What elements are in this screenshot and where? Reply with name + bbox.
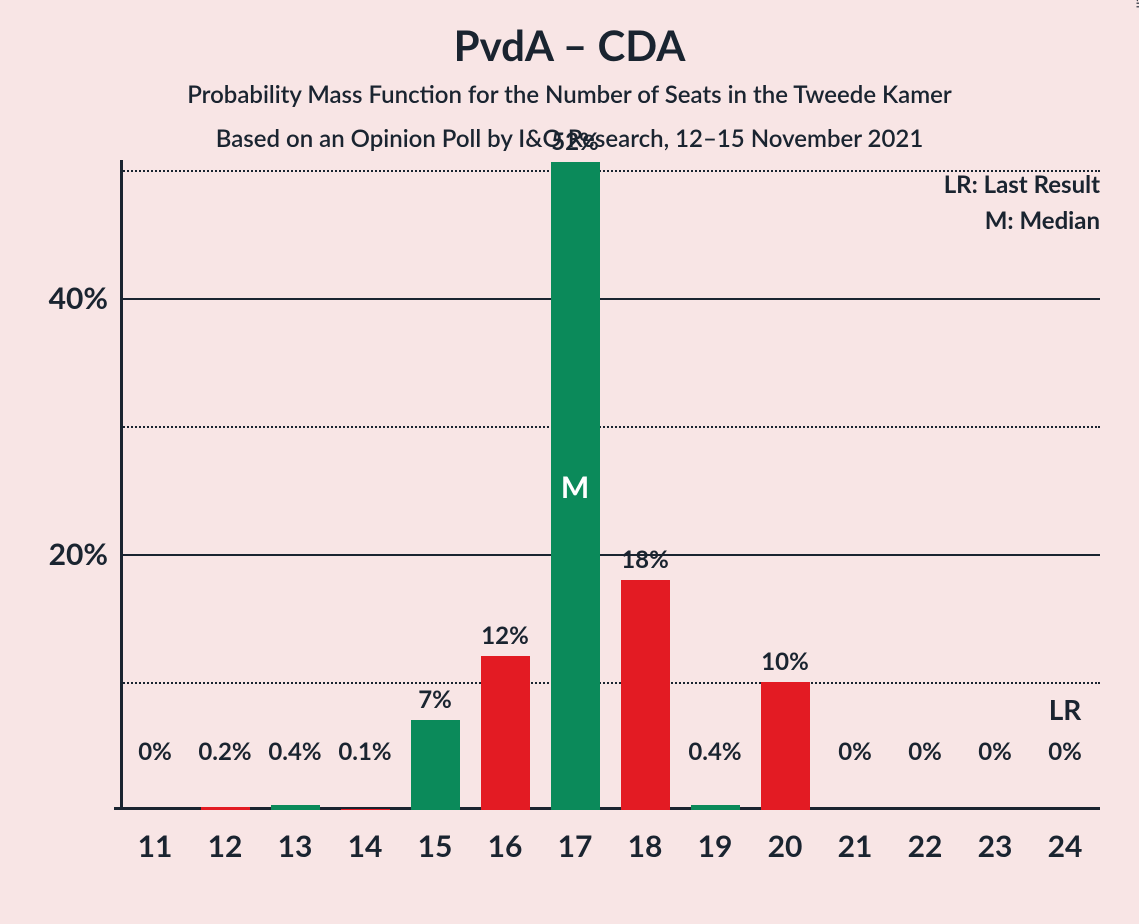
bar bbox=[271, 805, 320, 810]
subtitle-line-1: Probability Mass Function for the Number… bbox=[0, 80, 1139, 109]
bar-slot: 0.4%13 bbox=[260, 170, 330, 810]
x-tick-label: 20 bbox=[768, 828, 803, 864]
seat-pmf-bar-chart: 0%110.2%120.4%130.1%147%1512%1652%M1718%… bbox=[120, 170, 1100, 810]
bar-value-label: 52% bbox=[551, 127, 599, 156]
bar-value-label: 0.2% bbox=[198, 737, 251, 766]
bar-slot: 10%20 bbox=[750, 170, 820, 810]
x-tick-label: 17 bbox=[558, 828, 593, 864]
bar bbox=[761, 682, 810, 810]
bar-value-label: 0.4% bbox=[688, 737, 741, 766]
bar-slot: 0.1%14 bbox=[330, 170, 400, 810]
page-title: PvdA – CDA bbox=[0, 20, 1139, 70]
bar-value-label: 12% bbox=[481, 621, 529, 650]
bar-slot: 52%M17 bbox=[540, 170, 610, 810]
bar-slot: 7%15 bbox=[400, 170, 470, 810]
last-result-marker: LR bbox=[1049, 692, 1082, 726]
x-tick-label: 18 bbox=[628, 828, 663, 864]
legend-last-result: LR: Last Result bbox=[944, 170, 1100, 199]
bar-value-label: 0% bbox=[838, 737, 872, 766]
x-tick-label: 19 bbox=[698, 828, 733, 864]
bar-slot: 0.4%19 bbox=[680, 170, 750, 810]
bar-value-label: 0% bbox=[978, 737, 1012, 766]
bar-slot: 0%21 bbox=[820, 170, 890, 810]
x-tick-label: 12 bbox=[208, 828, 243, 864]
bar-value-label: 0% bbox=[138, 737, 172, 766]
bar-slot: 0%11 bbox=[120, 170, 190, 810]
median-marker: M bbox=[561, 469, 589, 505]
bar-slot: 0%22 bbox=[890, 170, 960, 810]
y-tick-label: 40% bbox=[49, 280, 108, 316]
y-tick-label: 20% bbox=[49, 536, 108, 572]
bars-container: 0%110.2%120.4%130.1%147%1512%1652%M1718%… bbox=[120, 170, 1100, 810]
x-tick-label: 15 bbox=[418, 828, 453, 864]
bar-slot: 0%23 bbox=[960, 170, 1030, 810]
bar-value-label: 10% bbox=[761, 647, 809, 676]
x-tick-label: 21 bbox=[838, 828, 873, 864]
bar-value-label: 0.4% bbox=[268, 737, 321, 766]
x-tick-label: 13 bbox=[278, 828, 313, 864]
x-tick-label: 22 bbox=[908, 828, 943, 864]
x-tick-label: 16 bbox=[488, 828, 523, 864]
bar bbox=[621, 580, 670, 810]
x-tick-label: 23 bbox=[978, 828, 1013, 864]
bar-value-label: 0% bbox=[908, 737, 942, 766]
bar bbox=[341, 809, 390, 810]
bar bbox=[691, 805, 740, 810]
copyright-label: © 2021 Filip van Laenen bbox=[1133, 0, 1139, 8]
x-tick-label: 24 bbox=[1048, 828, 1083, 864]
x-tick-label: 14 bbox=[348, 828, 383, 864]
bar-value-label: 0.1% bbox=[338, 737, 391, 766]
bar bbox=[411, 720, 460, 810]
bar-slot: 0.2%12 bbox=[190, 170, 260, 810]
legend-median: M: Median bbox=[985, 206, 1100, 235]
bar-value-label: 7% bbox=[418, 685, 452, 714]
bar-slot: 0%LR24 bbox=[1030, 170, 1100, 810]
bar-value-label: 0% bbox=[1048, 737, 1082, 766]
bar-slot: 12%16 bbox=[470, 170, 540, 810]
x-tick-label: 11 bbox=[138, 828, 173, 864]
bar-slot: 18%18 bbox=[610, 170, 680, 810]
bar bbox=[481, 656, 530, 810]
bar bbox=[201, 807, 250, 810]
bar-value-label: 18% bbox=[621, 545, 669, 574]
